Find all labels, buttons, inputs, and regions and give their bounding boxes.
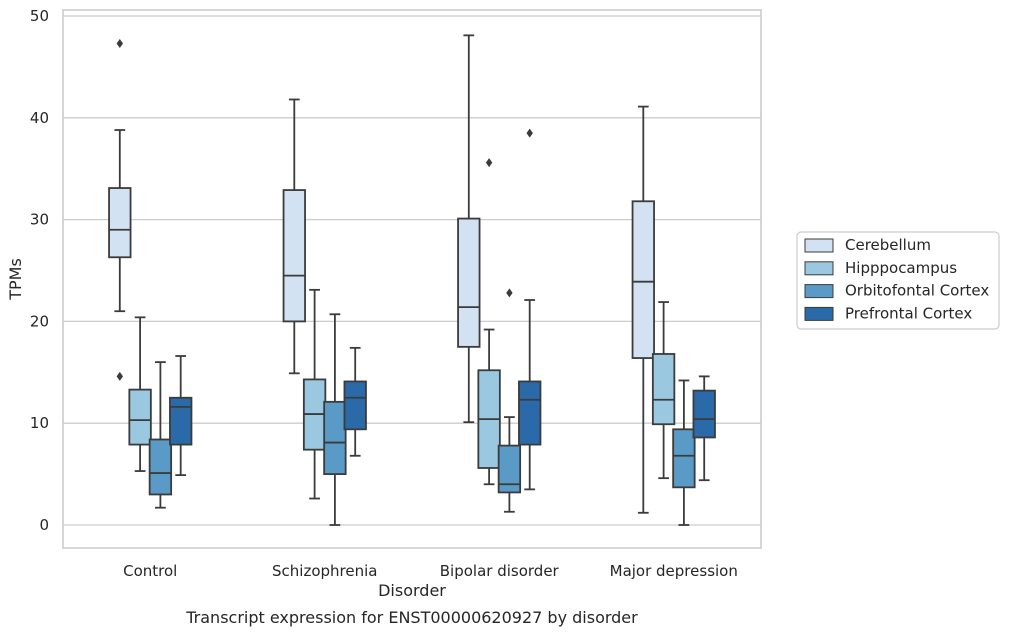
legend-swatch: [804, 238, 834, 253]
box-body: [518, 380, 542, 446]
box-body: [108, 187, 132, 259]
plot-frame: [62, 9, 762, 549]
box-body: [323, 400, 347, 475]
box-prefrontal-cortex: [518, 128, 542, 491]
y-tick-label: 40: [30, 109, 49, 127]
x-tick-label: Bipolar disorder: [440, 562, 560, 580]
box-orbitofontal-cortex: [672, 379, 696, 526]
outlier-point: [116, 38, 123, 48]
legend-swatch: [804, 306, 834, 321]
box-body: [282, 189, 306, 323]
outlier-point: [506, 288, 513, 298]
box-orbitofontal-cortex: [497, 288, 522, 513]
y-tick-label: 20: [30, 312, 49, 330]
legend: Cerebellum Hipppocampus Orbitofontal Corte…: [796, 231, 1000, 330]
legend-label: Hipppocampus: [845, 259, 957, 277]
box-body: [343, 380, 367, 431]
x-tick-label: Schizophrenia: [272, 562, 377, 580]
box-prefrontal-cortex: [169, 355, 193, 477]
x-tick-label: Major depression: [610, 562, 738, 580]
box-plot-marks: [108, 34, 716, 526]
box-body: [631, 200, 655, 359]
outlier-point: [526, 128, 533, 138]
box-cerebellum: [282, 98, 306, 375]
box-body: [128, 388, 152, 446]
y-tick-label: 10: [30, 414, 49, 432]
y-axis-title: TPMs: [6, 258, 25, 301]
box-cerebellum: [457, 34, 481, 424]
legend-swatch: [804, 261, 834, 276]
legend-label: Cerebellum: [845, 236, 931, 254]
y-tick-label: 50: [30, 7, 49, 25]
box-cerebellum: [631, 105, 655, 514]
y-axis-ticks: 0 10 20 30 40 50: [30, 7, 49, 534]
outlier-point: [116, 371, 123, 381]
box-hipppocampus: [128, 316, 152, 472]
box-cerebellum: [108, 38, 132, 381]
legend-label: Orbitofontal Cortex: [845, 282, 989, 300]
box-prefrontal-cortex: [343, 346, 367, 457]
box-hipppocampus: [651, 301, 676, 480]
legend-swatch: [804, 284, 834, 299]
y-tick-label: 30: [30, 211, 49, 229]
box-body: [148, 438, 173, 496]
outlier-point: [485, 158, 493, 168]
box-body: [497, 444, 522, 494]
x-axis-ticks: Control Schizophrenia Bipolar disorder Majo…: [123, 562, 738, 580]
x-tick-label: Control: [123, 562, 177, 580]
box-body: [672, 428, 696, 489]
box-hipppocampus: [477, 158, 501, 486]
legend-label: Prefrontal Cortex: [845, 304, 972, 322]
x-axis-title: Disorder: [378, 581, 446, 600]
box-body: [651, 353, 676, 426]
box-body: [169, 396, 193, 446]
chart-caption: Transcript expression for ENST0000062092…: [185, 608, 638, 627]
box-prefrontal-cortex: [692, 375, 716, 482]
box-body: [692, 389, 716, 439]
legend-box: [796, 231, 1000, 330]
box-orbitofontal-cortex: [323, 313, 347, 526]
y-tick-label: 0: [39, 516, 49, 534]
box-body: [457, 217, 481, 348]
box-orbitofontal-cortex: [148, 361, 173, 509]
